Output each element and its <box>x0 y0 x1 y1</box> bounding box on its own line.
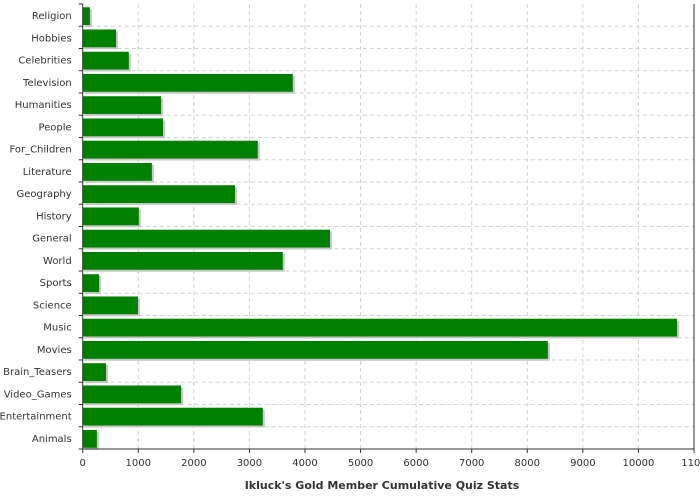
x-tick-label: 10000 <box>623 458 655 469</box>
category-label: Television <box>22 78 72 89</box>
bar-religion <box>82 7 90 26</box>
x-tick-label: 4000 <box>292 458 317 469</box>
bar-sports <box>82 274 100 293</box>
bar-people <box>82 118 164 137</box>
category-label: Literature <box>23 167 72 178</box>
x-tick-label: 8000 <box>515 458 540 469</box>
x-tick-label: 7000 <box>459 458 484 469</box>
category-label: History <box>36 211 72 222</box>
category-label: Hobbies <box>31 33 71 44</box>
x-tick-labels: 0 1000 2000 3000 4000 5000 6000 7000 8000 9000 100… <box>80 458 700 469</box>
category-label: Entertainment <box>0 412 72 423</box>
category-label: Music <box>43 323 71 334</box>
bar-hobbies <box>82 29 117 48</box>
x-tick-label: 3000 <box>237 458 262 469</box>
category-label: World <box>43 256 72 267</box>
category-label: General <box>32 234 71 245</box>
bar-world <box>82 251 283 270</box>
bars <box>82 7 680 450</box>
bar-literature <box>82 162 152 181</box>
x-tick-label: 1000 <box>126 458 151 469</box>
category-label: Science <box>33 300 72 311</box>
axes <box>78 3 695 453</box>
bar-geography <box>82 185 235 204</box>
category-label: Video_Games <box>4 389 72 400</box>
category-label: Religion <box>32 11 72 22</box>
bar-brain_teasers <box>82 363 107 382</box>
category-label: Brain_Teasers <box>3 367 72 378</box>
bar-science <box>82 296 138 315</box>
x-tick-label: 2000 <box>181 458 206 469</box>
category-label: Movies <box>37 345 72 356</box>
bar-television <box>82 73 293 92</box>
bar-movies <box>82 340 548 359</box>
x-tick-label: 5000 <box>348 458 373 469</box>
category-label: Sports <box>40 278 72 289</box>
bar-humanities <box>82 96 162 115</box>
category-label: Humanities <box>15 100 72 111</box>
bar-history <box>82 207 139 226</box>
bar-animals <box>82 429 97 448</box>
category-label: People <box>38 122 71 133</box>
category-label: Animals <box>32 434 72 445</box>
category-label: Celebrities <box>18 56 71 67</box>
bar-entertainment <box>82 407 263 426</box>
x-tick-label: 6000 <box>403 458 428 469</box>
bar-general <box>82 229 330 248</box>
bar-video_games <box>82 385 182 404</box>
x-tick-label: 0 <box>80 458 86 469</box>
category-label: For_Children <box>9 145 71 156</box>
bar-celebrities <box>82 51 129 70</box>
grid <box>82 4 694 449</box>
x-axis-title: Ikluck's Gold Member Cumulative Quiz Sta… <box>245 479 520 492</box>
category-label: Geography <box>16 189 71 200</box>
x-tick-label: 1100 <box>681 458 700 469</box>
x-tick-label: 9000 <box>570 458 595 469</box>
category-labels: Religion Hobbies Celebrities Television Huma… <box>0 11 72 445</box>
bar-music <box>82 318 678 337</box>
bar-for_children <box>82 140 258 159</box>
